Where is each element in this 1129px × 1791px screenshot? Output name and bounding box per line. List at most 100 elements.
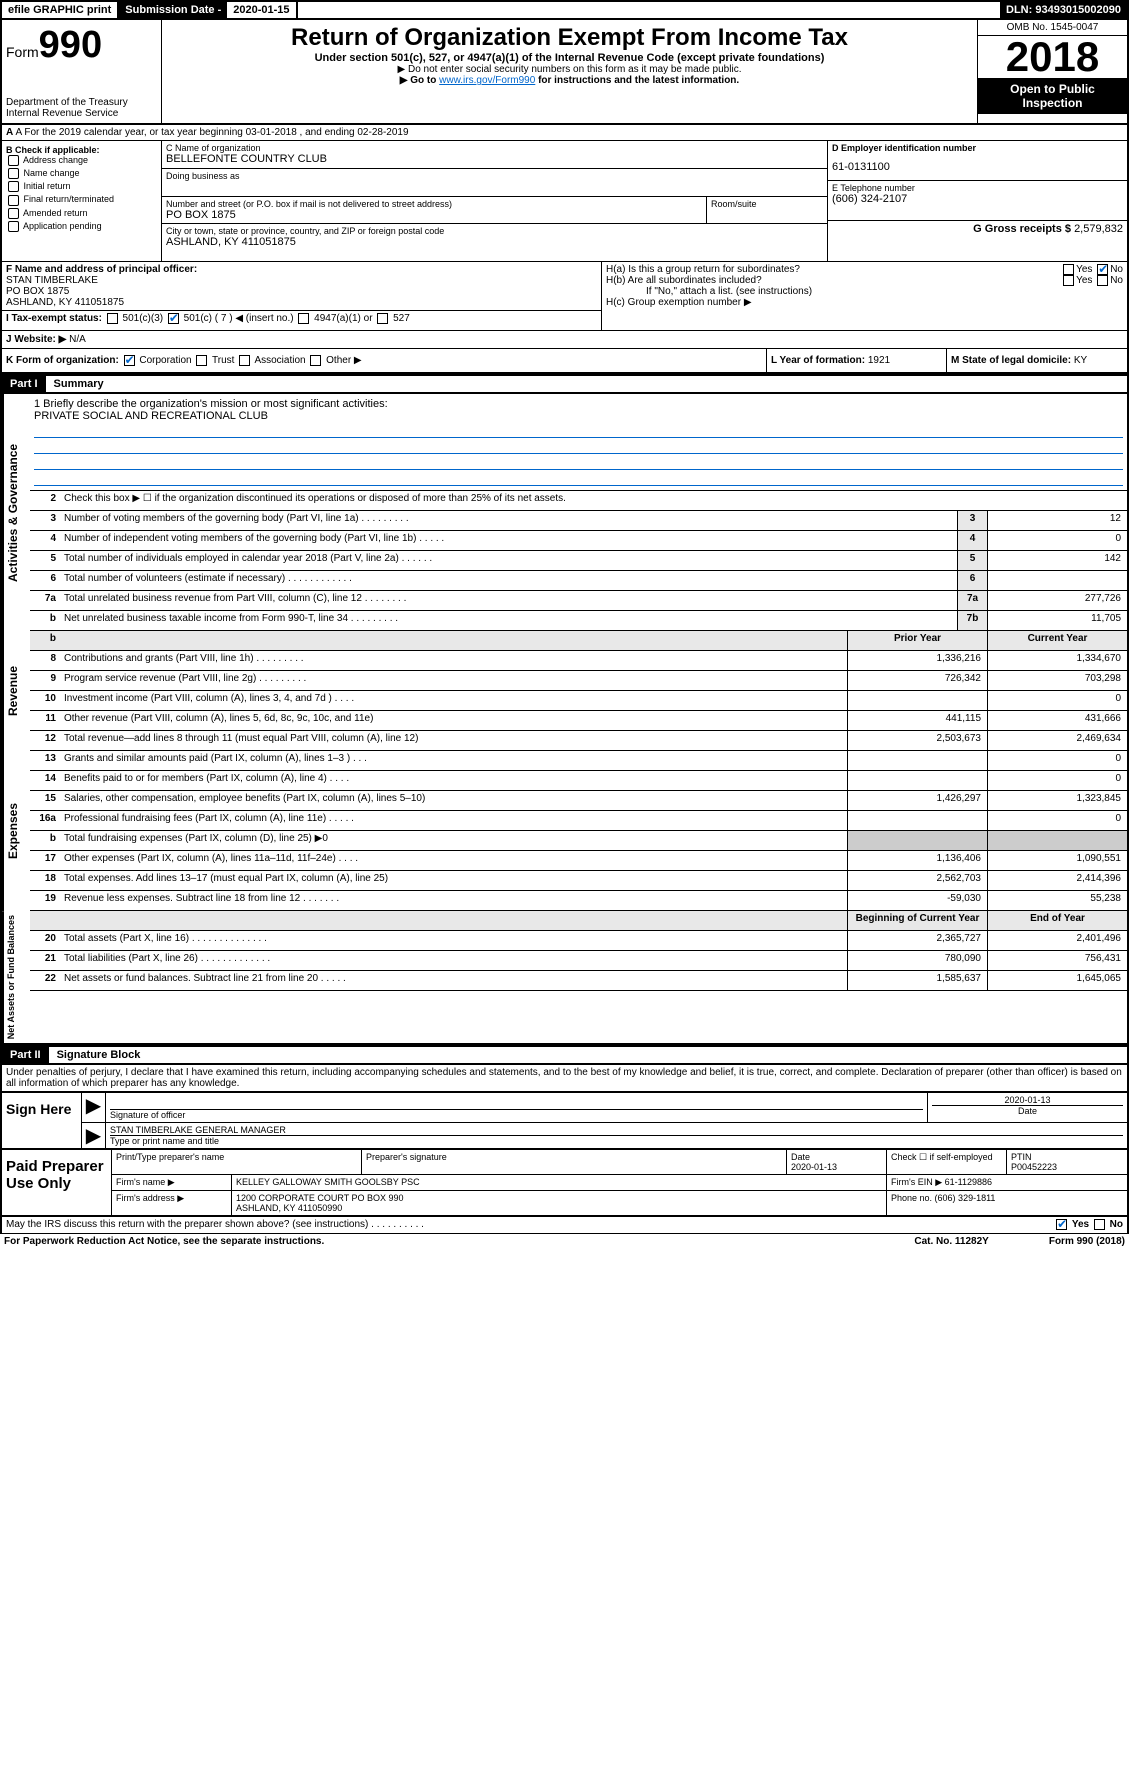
form-number: Form990 xyxy=(6,24,157,67)
date-label: Date xyxy=(932,1105,1123,1116)
org-name: BELLEFONTE COUNTRY CLUB xyxy=(166,153,823,165)
top-bar: efile GRAPHIC print Submission Date - 20… xyxy=(0,0,1129,20)
exp-side-label: Expenses xyxy=(2,751,30,911)
data-line: 14Benefits paid to or for members (Part … xyxy=(30,771,1127,791)
governance-section: Activities & Governance 1 Briefly descri… xyxy=(0,394,1129,631)
na-header-row: Beginning of Current Year End of Year xyxy=(30,911,1127,931)
prep-sig-label: Preparer's signature xyxy=(362,1150,787,1174)
data-line: bTotal fundraising expenses (Part IX, co… xyxy=(30,831,1127,851)
subdate-value: 2020-01-15 xyxy=(227,2,297,18)
na-side-label: Net Assets or Fund Balances xyxy=(2,911,30,1043)
firm-name: KELLEY GALLOWAY SMITH GOOLSBY PSC xyxy=(232,1175,887,1190)
data-line: 16aProfessional fundraising fees (Part I… xyxy=(30,811,1127,831)
efile-label[interactable]: efile GRAPHIC print xyxy=(2,2,119,18)
signer-name: STAN TIMBERLAKE GENERAL MANAGER xyxy=(110,1125,1123,1135)
form990-link[interactable]: www.irs.gov/Form990 xyxy=(439,75,535,86)
mission-label: 1 Briefly describe the organization's mi… xyxy=(34,398,1123,410)
paid-label: Paid Preparer Use Only xyxy=(2,1150,112,1215)
officer-addr2: ASHLAND, KY 411051875 xyxy=(6,297,597,308)
row-klm: K Form of organization: Corporation Trus… xyxy=(0,349,1129,374)
gov-line: 6Total number of volunteers (estimate if… xyxy=(30,571,1127,591)
dln: DLN: 93493015002090 xyxy=(1000,2,1127,18)
data-line: 12Total revenue—add lines 8 through 11 (… xyxy=(30,731,1127,751)
ha-label: H(a) Is this a group return for subordin… xyxy=(606,264,800,275)
perjury-text: Under penalties of perjury, I declare th… xyxy=(0,1065,1129,1091)
revenue-section: Revenue b Prior Year Current Year 8Contr… xyxy=(0,631,1129,751)
rev-header-row: b Prior Year Current Year xyxy=(30,631,1127,651)
data-line: 9Program service revenue (Part VIII, lin… xyxy=(30,671,1127,691)
city-label: City or town, state or province, country… xyxy=(166,226,823,236)
hc-label: H(c) Group exemption number ▶ xyxy=(606,297,752,308)
ein-label: D Employer identification number xyxy=(832,143,976,153)
row-j: J Website: ▶ N/A xyxy=(0,331,1129,349)
data-line: 15Salaries, other compensation, employee… xyxy=(30,791,1127,811)
gov-line: 7aTotal unrelated business revenue from … xyxy=(30,591,1127,611)
sign-date: 2020-01-13 xyxy=(932,1095,1123,1105)
dept-label: Department of the Treasury Internal Reve… xyxy=(6,97,157,119)
form-subtitle: Under section 501(c), 527, or 4947(a)(1)… xyxy=(166,52,973,64)
org-city: ASHLAND, KY 411051875 xyxy=(166,236,823,248)
name-label: C Name of organization xyxy=(166,143,823,153)
prep-name-label: Print/Type preparer's name xyxy=(112,1150,362,1174)
data-line: 13Grants and similar amounts paid (Part … xyxy=(30,751,1127,771)
rev-side-label: Revenue xyxy=(2,631,30,751)
hb-note: If "No," attach a list. (see instruction… xyxy=(606,286,1123,297)
note2: ▶ Go to www.irs.gov/Form990 for instruct… xyxy=(166,75,973,86)
gov-line: 3Number of voting members of the governi… xyxy=(30,511,1127,531)
discuss-row: May the IRS discuss this return with the… xyxy=(0,1217,1129,1233)
officer-addr1: PO BOX 1875 xyxy=(6,286,597,297)
name-label: Type or print name and title xyxy=(110,1135,1123,1146)
footer: For Paperwork Reduction Act Notice, see … xyxy=(0,1234,1129,1249)
gov-line: 2Check this box ▶ ☐ if the organization … xyxy=(30,491,1127,511)
firm-addr-label: Firm's address ▶ xyxy=(112,1191,232,1215)
data-line: 20Total assets (Part X, line 16) . . . .… xyxy=(30,931,1127,951)
paid-preparer-block: Paid Preparer Use Only Print/Type prepar… xyxy=(0,1150,1129,1217)
firm-phone: (606) 329-1811 xyxy=(935,1193,996,1203)
sign-here-label: Sign Here xyxy=(2,1093,82,1148)
room-label: Room/suite xyxy=(711,199,823,209)
self-emp-label: Check ☐ if self-employed xyxy=(887,1150,1007,1174)
row-a: A A For the 2019 calendar year, or tax y… xyxy=(0,125,1129,141)
firm-addr2: ASHLAND, KY 411050990 xyxy=(236,1203,342,1213)
data-line: 11Other revenue (Part VIII, column (A), … xyxy=(30,711,1127,731)
form-title: Return of Organization Exempt From Incom… xyxy=(166,24,973,52)
hb-label: H(b) Are all subordinates included? xyxy=(606,275,762,286)
subdate-label: Submission Date - xyxy=(119,2,227,18)
phone: (606) 324-2107 xyxy=(832,193,1123,205)
firm-ein: 61-1129886 xyxy=(945,1177,992,1187)
tax-status-label: I Tax-exempt status: xyxy=(6,313,102,324)
part2-header: Part II Signature Block xyxy=(0,1045,1129,1065)
gov-line: bNet unrelated business taxable income f… xyxy=(30,611,1127,631)
part1-header: Part I Summary xyxy=(0,374,1129,394)
arrow-icon: ▶ xyxy=(82,1123,106,1148)
addr-label: Number and street (or P.O. box if mail i… xyxy=(166,199,702,209)
data-line: 17Other expenses (Part IX, column (A), l… xyxy=(30,851,1127,871)
gross-label: G Gross receipts $ xyxy=(973,223,1074,235)
open-public: Open to Public Inspection xyxy=(978,78,1127,114)
data-line: 10Investment income (Part VIII, column (… xyxy=(30,691,1127,711)
mission-text: PRIVATE SOCIAL AND RECREATIONAL CLUB xyxy=(34,410,1123,422)
data-line: 8Contributions and grants (Part VIII, li… xyxy=(30,651,1127,671)
form-header: Form990 Department of the Treasury Inter… xyxy=(0,20,1129,125)
netassets-section: Net Assets or Fund Balances Beginning of… xyxy=(0,911,1129,1045)
firm-addr1: 1200 CORPORATE COURT PO BOX 990 xyxy=(236,1193,404,1203)
gross-val: 2,579,832 xyxy=(1074,223,1123,235)
sig-label: Signature of officer xyxy=(110,1109,923,1120)
data-line: 22Net assets or fund balances. Subtract … xyxy=(30,971,1127,991)
ein: 61-0131100 xyxy=(832,161,1123,173)
arrow-icon: ▶ xyxy=(82,1093,106,1122)
data-line: 19Revenue less expenses. Subtract line 1… xyxy=(30,891,1127,911)
org-addr: PO BOX 1875 xyxy=(166,209,702,221)
data-line: 18Total expenses. Add lines 13–17 (must … xyxy=(30,871,1127,891)
expenses-section: Expenses 13Grants and similar amounts pa… xyxy=(0,751,1129,911)
prep-date: 2020-01-13 xyxy=(791,1162,837,1172)
tax-year: 2018 xyxy=(978,36,1127,78)
gov-line: 5Total number of individuals employed in… xyxy=(30,551,1127,571)
blocks-bcdefg: B Check if applicable: Address change Na… xyxy=(0,141,1129,262)
check-b: B Check if applicable: Address change Na… xyxy=(2,141,162,261)
ptin: P00452223 xyxy=(1011,1162,1057,1172)
gov-line: 4Number of independent voting members of… xyxy=(30,531,1127,551)
data-line: 21Total liabilities (Part X, line 26) . … xyxy=(30,951,1127,971)
note1: ▶ Do not enter social security numbers o… xyxy=(166,64,973,75)
officer-name: STAN TIMBERLAKE xyxy=(6,275,597,286)
